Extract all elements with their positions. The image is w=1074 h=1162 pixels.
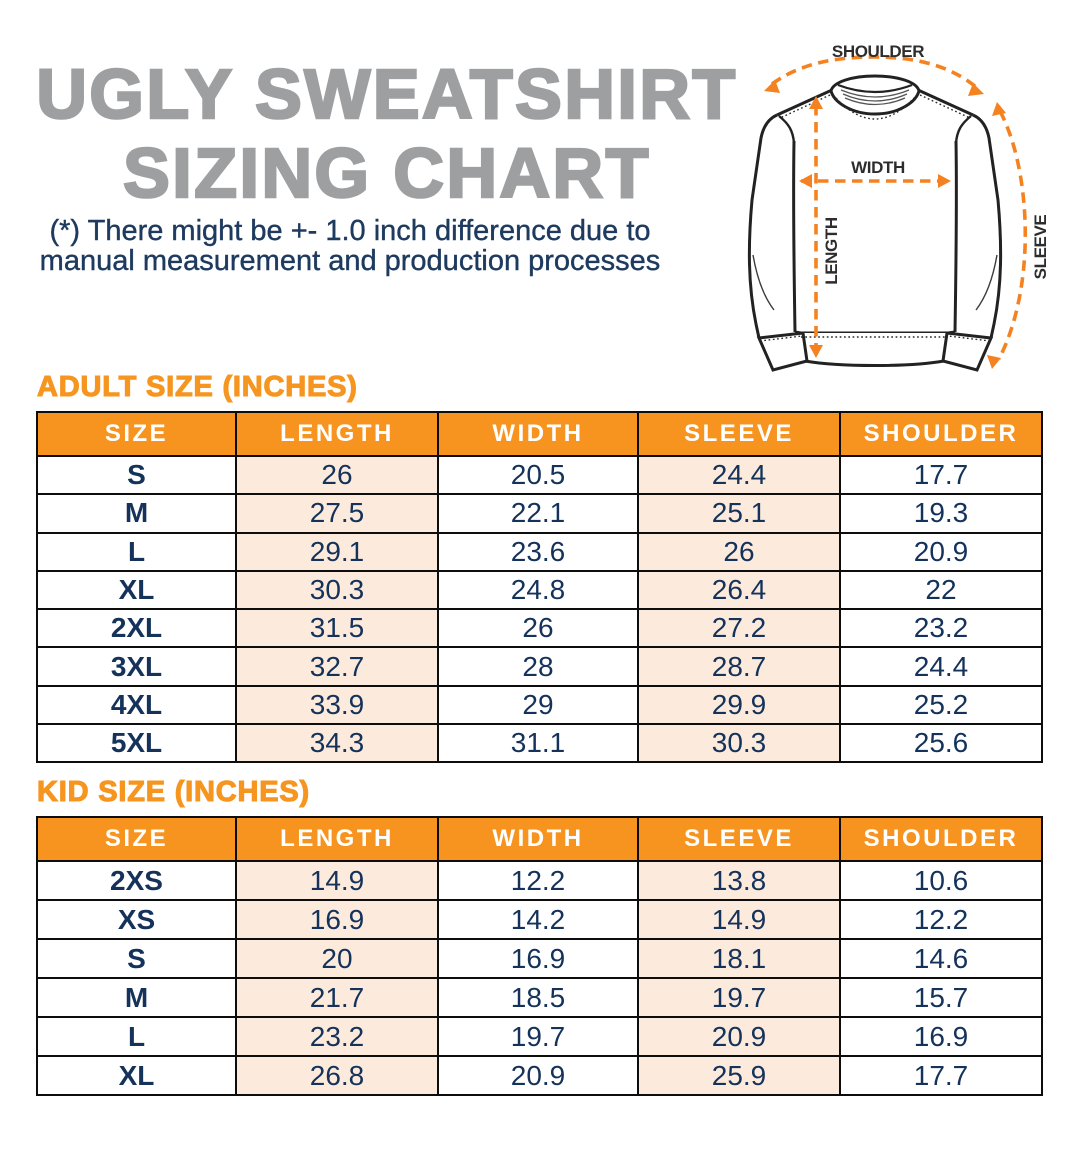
svg-text:LENGTH: LENGTH bbox=[822, 217, 841, 285]
svg-text:SLEEVE: SLEEVE bbox=[1031, 215, 1050, 280]
svg-text:SHOULDER: SHOULDER bbox=[832, 42, 924, 61]
svg-text:WIDTH: WIDTH bbox=[851, 158, 905, 177]
